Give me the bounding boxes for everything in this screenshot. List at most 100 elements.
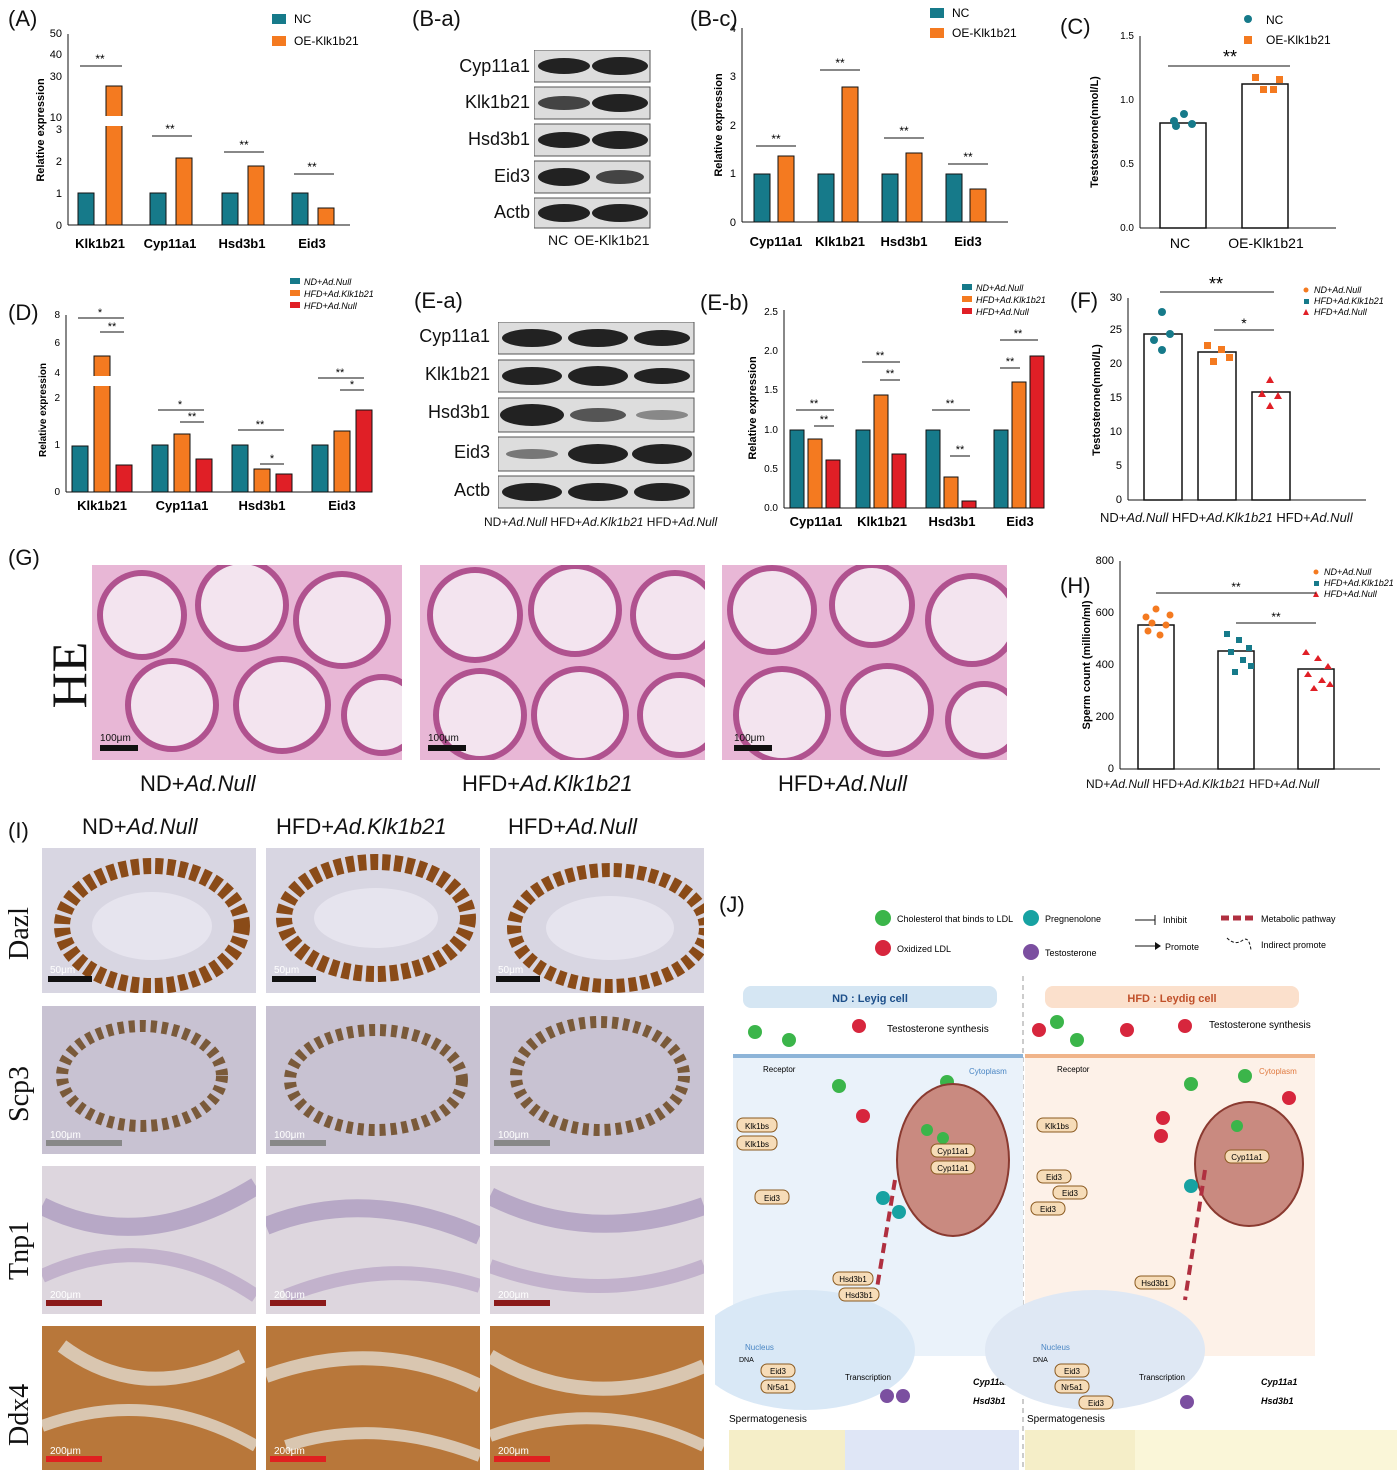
lane-label: ND+: [484, 515, 509, 529]
bar: [777, 155, 795, 223]
cytoplasm-label: Cytoplasm: [969, 1067, 1007, 1076]
bar: [881, 173, 899, 223]
legend-swatch: [962, 284, 972, 290]
tick: 1.5: [1120, 31, 1134, 42]
bar: [993, 429, 1009, 509]
legend-nc-swatch: [272, 14, 286, 24]
sig: **: [188, 411, 197, 423]
scale-bar: [494, 1140, 550, 1146]
category: Hsd3b1: [239, 498, 286, 513]
scale-bar: [496, 976, 540, 982]
legend-swatch: [930, 28, 944, 38]
scale-text: 200μm: [274, 1446, 305, 1457]
panel-eb-label: (E-b): [700, 290, 749, 315]
legend-swatch: [1244, 36, 1252, 44]
bar: [71, 445, 89, 493]
legend-swatch: [1303, 287, 1309, 293]
scale-text: 200μm: [50, 1290, 81, 1301]
klk1bs-protein: Klk1bs: [745, 1122, 769, 1131]
tick: 0: [730, 217, 736, 229]
axis-break: [104, 116, 124, 126]
group-name: Ad.Null: [1126, 510, 1169, 525]
scale-text: 100μm: [274, 1130, 305, 1141]
legend: HFD+Ad.Klk1b21: [976, 295, 1046, 305]
panel-f-chart: ND+Ad.Null HFD+Ad.Klk1b21 HFD+Ad.Null 0 …: [1091, 274, 1384, 506]
tick: 2: [54, 393, 60, 404]
lane-label: NC: [548, 232, 569, 248]
tick: 2: [730, 120, 736, 132]
lane-label: Ad.Null: [678, 515, 718, 529]
sig: *: [98, 307, 103, 319]
sig: **: [771, 132, 781, 146]
ihc-dazl-hfd-null: 50μm: [490, 848, 704, 993]
tick: 800: [1096, 555, 1114, 567]
lane-label: HFD+: [646, 515, 679, 529]
blot-image: [498, 322, 695, 509]
category: Hsd3b1: [929, 514, 976, 529]
sig: **: [1231, 580, 1241, 594]
legend: HFD+Ad.Null: [1324, 589, 1378, 599]
bar: [93, 355, 111, 493]
category: Klk1b21: [815, 234, 865, 249]
category: Eid3: [954, 234, 981, 249]
receptor-label: Receptor: [763, 1065, 796, 1074]
scale-bar: [428, 745, 466, 751]
group-prefix: ND+: [140, 771, 185, 796]
sig: **: [886, 368, 895, 380]
oxidized-ldl-icon: [875, 940, 891, 956]
category: Klk1b21: [857, 514, 907, 529]
nd-mitochondrion: [896, 1083, 1010, 1237]
tick: 0: [56, 220, 62, 232]
scale-text: 100μm: [50, 1130, 81, 1141]
legend: NC: [1266, 13, 1284, 27]
tick: 1: [730, 168, 736, 180]
panel-e-b: (E-b) ND+Ad.Null HFD+Ad.Klk1b21 HFD+Ad.N…: [700, 270, 1070, 535]
category: Cyp11a1: [750, 234, 803, 249]
eid3-protein: Eid3: [1062, 1189, 1079, 1198]
ihc-ddx4-hfd-null: 200μm: [490, 1326, 704, 1470]
legend-text: Testosterone: [1045, 948, 1097, 958]
panel-f: (F) ND+Ad.Null HFD+Ad.Klk1b21 HFD+Ad.Nul…: [1070, 270, 1400, 535]
panel-bc-chart: NC OE-Klk1b21 0 1 2 3 4 Relative express…: [713, 6, 1017, 249]
group-name: Ad.Klk1b21: [1184, 777, 1246, 791]
sig: **: [108, 321, 117, 333]
tick: 2: [56, 156, 62, 168]
legend-swatch: [1314, 581, 1319, 586]
scale-bar: [100, 745, 138, 751]
axis-break: [92, 376, 112, 386]
legend-text: Cholesterol that binds to LDL: [897, 914, 1013, 924]
panel-bc-label: (B-c): [690, 6, 738, 31]
nr5a1-protein: Nr5a1: [1061, 1383, 1083, 1392]
bar: [1029, 355, 1045, 509]
group-name: Ad.Null: [566, 814, 637, 839]
synth-text: Testosterone synthesis: [1209, 1020, 1311, 1031]
legend-swatch: [1244, 15, 1252, 23]
nd-title-box: [743, 986, 997, 1008]
row-label-tnp1: Tnp1: [4, 1220, 35, 1280]
tick: 15: [1110, 392, 1122, 404]
bar: [105, 85, 123, 226]
bar: [175, 157, 193, 226]
group-prefix: HFD+: [508, 814, 567, 839]
ihc-group-hfd-null: HFD+Ad.Null: [508, 814, 637, 840]
tick: 20: [1110, 358, 1122, 370]
hsd3b1-protein: Hsd3b1: [845, 1291, 873, 1300]
hfd-nucleus: [985, 1290, 1205, 1410]
cyp11a1-protein: Cyp11a1: [1231, 1153, 1263, 1162]
ihc-ddx4-hfd-klk: 200μm: [266, 1326, 480, 1470]
tick: 1.0: [764, 425, 778, 436]
bar: [789, 429, 805, 509]
group-name: Ad.Klk1b21: [520, 771, 633, 796]
scale-bar: [270, 1140, 326, 1146]
bar: [945, 173, 963, 223]
panel-eb-chart: ND+Ad.Null HFD+Ad.Klk1b21 HFD+Ad.Null 0.…: [747, 283, 1046, 529]
lane-label: HFD+: [550, 515, 583, 529]
panel-a-label: (A): [8, 6, 38, 31]
hsd3b1-protein: Hsd3b1: [1141, 1279, 1169, 1288]
legend-text: Inhibit: [1163, 915, 1188, 925]
scale-text: 100μm: [498, 1130, 529, 1141]
bar: [151, 444, 169, 493]
tick: 600: [1096, 607, 1114, 619]
dna-label: DNA: [1033, 1357, 1048, 1364]
scale-text: 50μm: [498, 965, 524, 976]
